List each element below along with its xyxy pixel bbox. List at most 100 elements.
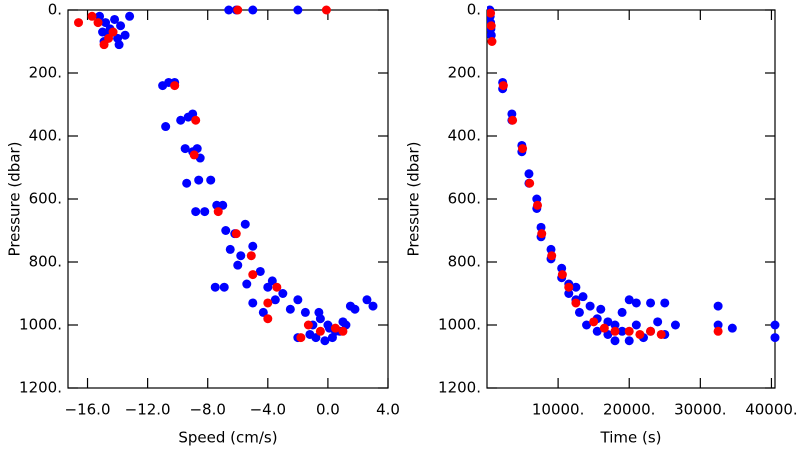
point [255, 266, 265, 276]
point [547, 251, 557, 261]
point [93, 18, 103, 28]
point [114, 40, 124, 50]
point [200, 207, 210, 217]
point [713, 326, 723, 336]
point [225, 244, 235, 254]
point [727, 323, 737, 333]
point [278, 289, 288, 298]
y-tick-label: 400. [448, 127, 481, 145]
point [267, 276, 277, 286]
point [487, 8, 496, 18]
y-tick-label: 800. [448, 253, 481, 271]
panel: 0. 200. 400. 600. 800. 1000. 1200. 10000. 20000.… [405, 1, 798, 447]
point [653, 317, 663, 327]
point [596, 304, 606, 314]
point [624, 336, 634, 346]
point [345, 301, 355, 311]
y-tick-label: 1200. [19, 379, 62, 397]
point [338, 326, 348, 336]
point [564, 289, 574, 298]
point [219, 282, 229, 292]
y-tick-label: 0. [467, 1, 481, 19]
point [242, 279, 252, 289]
point [592, 326, 602, 336]
point [303, 320, 313, 330]
point [285, 304, 295, 314]
point [585, 301, 595, 311]
point [532, 200, 542, 210]
point [635, 329, 645, 339]
point [233, 5, 243, 15]
x-axis-label: Speed (cm/s) [178, 429, 277, 447]
point [263, 282, 273, 292]
x-tick-label: 40000. [745, 401, 798, 419]
point [487, 37, 497, 46]
point [248, 241, 258, 251]
point [116, 21, 126, 31]
point [487, 21, 496, 31]
point [599, 323, 609, 333]
x-tick-label: 20000. [603, 401, 656, 419]
point [362, 295, 372, 305]
point [263, 314, 273, 324]
point [182, 178, 192, 188]
point [525, 178, 535, 188]
point [218, 200, 228, 210]
point [617, 307, 627, 317]
point [210, 282, 220, 292]
point [206, 175, 216, 185]
y-tick-label: 1000. [438, 316, 481, 334]
y-tick-label: 400. [29, 127, 62, 145]
point [270, 295, 280, 305]
point [610, 326, 620, 336]
x-tick-label: −12.0 [125, 401, 171, 419]
points [487, 5, 780, 346]
point [224, 5, 234, 15]
x-tick-label: −4.0 [250, 401, 286, 419]
point [240, 219, 250, 229]
point [191, 207, 201, 217]
point [233, 260, 243, 270]
x-tick-label: −16.0 [65, 401, 111, 419]
point [770, 333, 780, 343]
point [578, 292, 588, 302]
point [713, 320, 723, 330]
point [189, 150, 199, 160]
y-tick-label: 200. [448, 64, 481, 82]
point [120, 30, 130, 40]
y-tick-label: 1200. [438, 379, 481, 397]
point [660, 298, 670, 308]
point [213, 207, 223, 217]
point [770, 320, 780, 330]
point [236, 251, 246, 261]
point [610, 320, 620, 330]
point [108, 27, 118, 37]
point [524, 169, 534, 179]
point [564, 282, 574, 292]
point [161, 122, 171, 132]
point [656, 329, 666, 339]
point [589, 317, 599, 327]
x-axis-label: Time (s) [600, 429, 662, 447]
point [571, 298, 581, 308]
point [296, 333, 306, 343]
point [248, 5, 258, 15]
y-tick-label: 800. [29, 253, 62, 271]
point [713, 301, 723, 311]
point [248, 270, 258, 280]
x-tick-label: 30000. [674, 401, 727, 419]
panel: 0. 200. 400. 600. 800. 1000. 1200.−16.0 −12.0 −8… [6, 1, 400, 447]
point [321, 5, 331, 15]
point [646, 298, 656, 308]
point [221, 226, 231, 235]
point [101, 18, 111, 28]
point [327, 333, 337, 343]
point [518, 144, 528, 154]
y-tick-label: 0. [48, 1, 62, 19]
x-tick-label: 10000. [532, 401, 585, 419]
point [582, 320, 592, 330]
point [293, 295, 303, 305]
y-tick-label: 1000. [19, 316, 62, 334]
x-tick-label: 0.0 [316, 401, 340, 419]
